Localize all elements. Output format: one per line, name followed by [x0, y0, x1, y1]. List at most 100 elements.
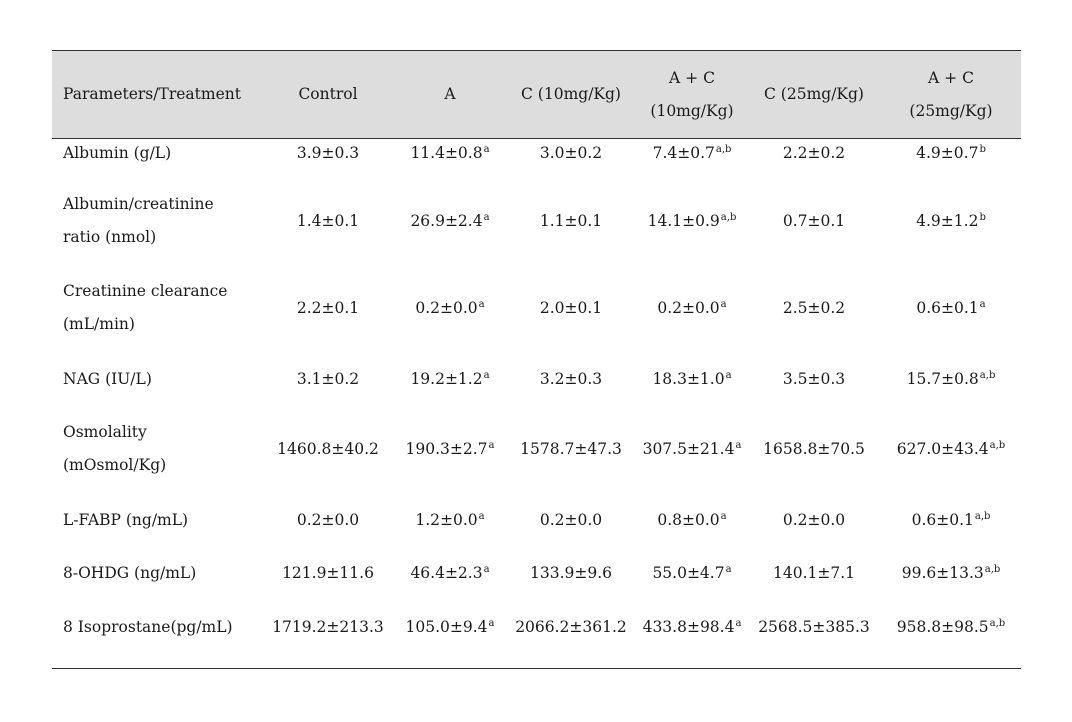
value-cell: 121.9±11.6 — [261, 557, 395, 590]
column-header: Parameters/Treatment — [52, 78, 261, 111]
value-text: 307.5±21.4 — [642, 439, 735, 458]
significance-marker: a — [483, 563, 490, 575]
column-header-text: Parameters/Treatment — [63, 85, 241, 103]
value-cell: 0.2±0.0a — [637, 292, 747, 325]
value-cell: 55.0±4.7a — [637, 557, 747, 590]
top-rule — [52, 50, 1021, 51]
value-text: 433.8±98.4 — [642, 617, 735, 636]
table-row: L-FABP (ng/mL) 0.2±0.0 1.2±0.0a 0.2±0.0 0.8±… — [52, 503, 1021, 537]
value-cell: 3.5±0.3 — [747, 363, 881, 396]
parameter-label-text: ratio (nmol) — [63, 228, 157, 246]
significance-marker: a — [483, 143, 490, 155]
value-text: 190.3±2.7 — [405, 439, 488, 458]
significance-marker: a — [725, 369, 732, 381]
significance-marker: b — [979, 143, 986, 155]
value-text: 1460.8±40.2 — [277, 439, 379, 458]
column-header-text: C (25mg/Kg) — [764, 85, 864, 103]
value-cell: 0.2±0.0 — [261, 504, 395, 537]
value-cell: 7.4±0.7a,b — [637, 137, 747, 170]
value-text: 0.2±0.0 — [657, 298, 720, 317]
value-cell: 11.4±0.8a — [395, 137, 505, 170]
value-text: 1.4±0.1 — [296, 211, 360, 230]
column-header: C (25mg/Kg) — [747, 78, 881, 111]
table-row: Osmolality (mOsmol/Kg) 1460.8±40.2 190.3±2.… — [52, 413, 1021, 485]
value-text: 0.2±0.0 — [782, 510, 846, 529]
significance-marker: a — [483, 211, 490, 223]
value-cell: 4.9±0.7b — [881, 137, 1021, 170]
table-row: Creatinine clearance (mL/min) 2.2±0.1 0.2±0… — [52, 272, 1021, 344]
value-cell: 627.0±43.4a,b — [881, 433, 1021, 466]
significance-marker: a,b — [720, 211, 737, 223]
value-text: 11.4±0.8 — [410, 143, 483, 162]
significance-marker: a — [478, 298, 485, 310]
significance-marker: a — [720, 298, 727, 310]
value-text: 121.9±11.6 — [282, 563, 374, 582]
value-text: 1719.2±213.3 — [272, 617, 384, 636]
value-text: 140.1±7.1 — [772, 563, 855, 582]
value-cell: 46.4±2.3a — [395, 557, 505, 590]
value-text: 99.6±13.3 — [901, 563, 984, 582]
significance-marker: a — [979, 298, 986, 310]
value-cell: 105.0±9.4a — [395, 611, 505, 644]
value-text: 14.1±0.9 — [647, 211, 720, 230]
value-text: 26.9±2.4 — [410, 211, 483, 230]
parameter-label: Albumin (g/L) — [52, 137, 261, 170]
significance-marker: a,b — [989, 439, 1006, 451]
value-text: 627.0±43.4 — [896, 439, 989, 458]
value-text: 133.9±9.6 — [529, 563, 612, 582]
parameter-label-text: Albumin/creatinine — [63, 195, 214, 213]
value-text: 1578.7±47.3 — [520, 439, 622, 458]
value-cell: 190.3±2.7a — [395, 433, 505, 466]
column-header: A + C (25mg/Kg) — [881, 62, 1021, 128]
value-text: 2568.5±385.3 — [758, 617, 870, 636]
significance-marker: a — [735, 439, 742, 451]
column-header-text: (10mg/Kg) — [650, 101, 734, 120]
significance-marker: a — [735, 617, 742, 629]
column-header: A — [395, 78, 505, 111]
value-cell: 0.8±0.0a — [637, 504, 747, 537]
value-text: 4.9±1.2 — [916, 211, 979, 230]
parameter-label-text: Creatinine clearance — [63, 282, 228, 300]
value-text: 0.2±0.0 — [415, 298, 478, 317]
significance-marker: a,b — [715, 143, 732, 155]
value-cell: 958.8±98.5a,b — [881, 611, 1021, 644]
value-cell: 18.3±1.0a — [637, 363, 747, 396]
value-text: 0.2±0.0 — [539, 510, 603, 529]
value-cell: 2.2±0.1 — [261, 292, 395, 325]
value-text: 4.9±0.7 — [916, 143, 979, 162]
significance-marker: b — [979, 211, 986, 223]
value-text: 3.5±0.3 — [782, 369, 846, 388]
significance-marker: a — [488, 617, 495, 629]
value-cell: 0.2±0.0a — [395, 292, 505, 325]
value-text: 3.0±0.2 — [539, 143, 603, 162]
value-text: 55.0±4.7 — [652, 563, 725, 582]
value-text: 0.8±0.0 — [657, 510, 720, 529]
value-cell: 4.9±1.2b — [881, 205, 1021, 238]
value-cell: 1.2±0.0a — [395, 504, 505, 537]
parameter-label-text: L-FABP (ng/mL) — [63, 510, 189, 529]
table-row: Albumin (g/L) 3.9±0.3 11.4±0.8a 3.0±0.2 7.4±… — [52, 136, 1021, 170]
parameter-label: 8 Isoprostane(pg/mL) — [52, 611, 261, 644]
value-text: 1.2±0.0 — [415, 510, 478, 529]
column-header-text: A + C — [669, 68, 715, 87]
column-header-text: A — [444, 85, 456, 103]
value-cell: 2568.5±385.3 — [747, 611, 881, 644]
value-cell: 14.1±0.9a,b — [637, 205, 747, 238]
value-text: 0.6±0.1 — [911, 510, 974, 529]
parameter-label: Osmolality (mOsmol/Kg) — [52, 416, 261, 482]
significance-marker: a,b — [974, 510, 991, 522]
value-cell: 3.2±0.3 — [505, 363, 637, 396]
value-text: 15.7±0.8 — [906, 369, 979, 388]
significance-marker: a,b — [989, 617, 1006, 629]
value-cell: 19.2±1.2a — [395, 363, 505, 396]
parameter-label-text: (mOsmol/Kg) — [63, 456, 167, 474]
value-text: 105.0±9.4 — [405, 617, 488, 636]
value-text: 0.7±0.1 — [782, 211, 846, 230]
parameter-label: L-FABP (ng/mL) — [52, 504, 261, 537]
value-cell: 0.6±0.1a — [881, 292, 1021, 325]
table-row: NAG (IU/L) 3.1±0.2 19.2±1.2a 3.2±0.3 18.3±1.… — [52, 362, 1021, 396]
parameter-label-text: NAG (IU/L) — [63, 369, 152, 388]
significance-marker: a,b — [984, 563, 1001, 575]
parameter-label-text: (mL/min) — [63, 315, 135, 333]
value-text: 3.1±0.2 — [296, 369, 360, 388]
